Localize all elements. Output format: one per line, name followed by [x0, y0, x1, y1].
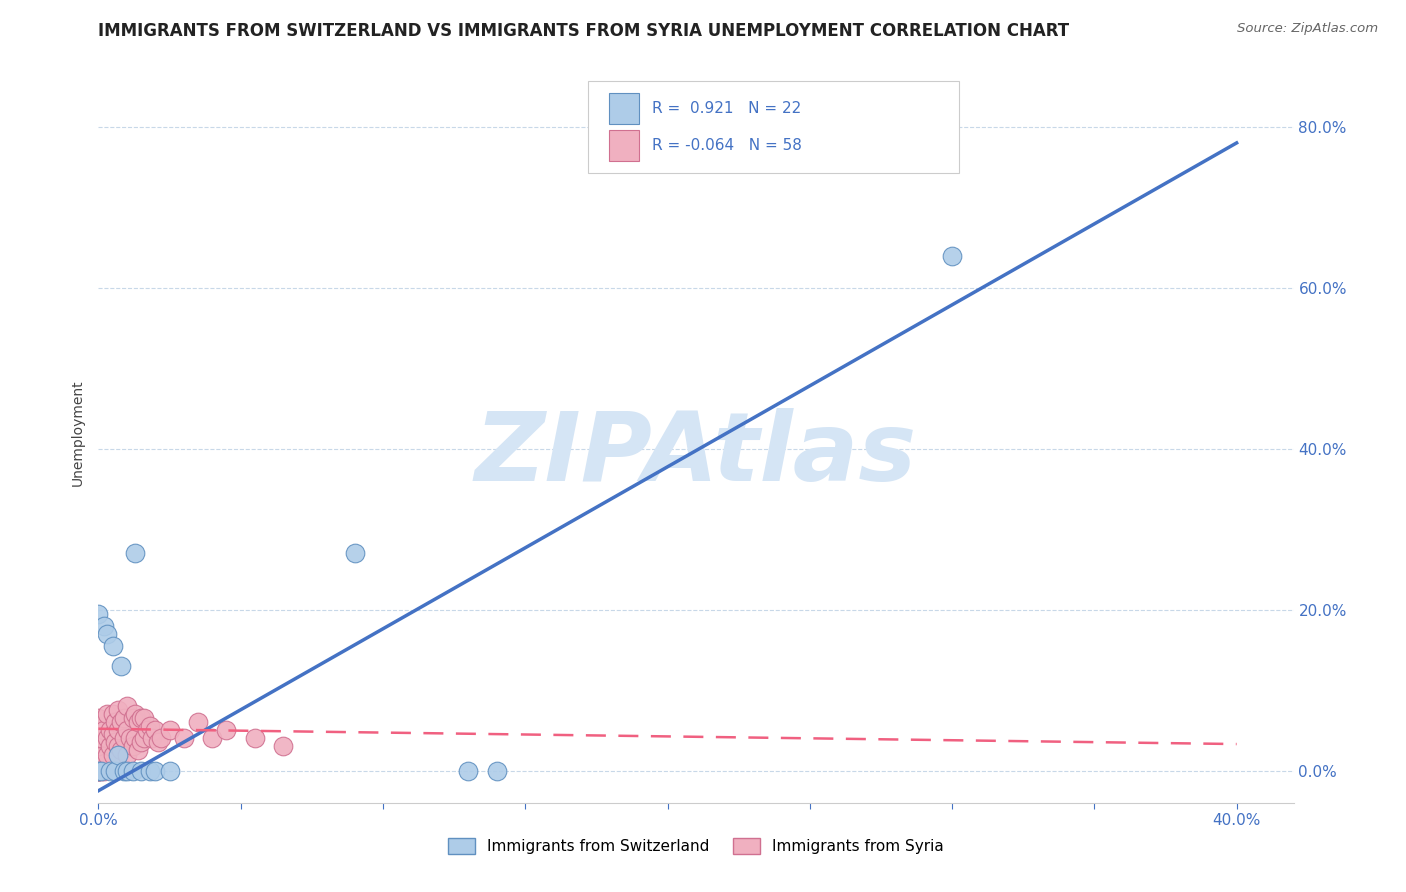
Point [107, 703, 129, 717]
Point [941, 249, 963, 263]
Point [118, 731, 141, 746]
Point [98, 764, 121, 778]
Point [112, 764, 135, 778]
Point [159, 723, 181, 738]
Text: Source: ZipAtlas.com: Source: ZipAtlas.com [1237, 22, 1378, 36]
Point [148, 735, 170, 749]
Point [87, 764, 110, 778]
Point [101, 707, 124, 722]
Point [143, 723, 166, 738]
Point [110, 743, 132, 757]
Point [90, 764, 112, 778]
Point [101, 747, 124, 762]
Point [104, 735, 127, 749]
Point [129, 711, 152, 725]
Point [124, 707, 146, 722]
Text: R = -0.064   N = 58: R = -0.064 N = 58 [652, 138, 801, 153]
Point [93, 619, 115, 633]
Point [101, 727, 124, 741]
Point [87, 747, 110, 762]
Point [115, 764, 138, 778]
Point [121, 764, 143, 778]
Point [124, 546, 146, 560]
FancyBboxPatch shape [589, 81, 959, 173]
Point [138, 719, 160, 733]
Point [150, 731, 173, 746]
Point [201, 731, 224, 746]
Point [124, 731, 146, 746]
Point [132, 731, 155, 746]
Point [143, 764, 166, 778]
Legend: Immigrants from Switzerland, Immigrants from Syria: Immigrants from Switzerland, Immigrants … [440, 830, 952, 862]
Point [107, 739, 129, 754]
Point [273, 739, 295, 754]
Point [457, 764, 479, 778]
Point [107, 747, 129, 762]
Point [485, 764, 508, 778]
Point [98, 723, 121, 738]
Point [243, 731, 266, 746]
Point [96, 627, 118, 641]
Point [129, 764, 152, 778]
Text: ZIPAtlas: ZIPAtlas [475, 409, 917, 501]
Point [93, 764, 115, 778]
Point [87, 723, 110, 738]
Point [90, 764, 112, 778]
Point [87, 719, 110, 733]
FancyBboxPatch shape [609, 130, 638, 161]
Point [107, 723, 129, 738]
Y-axis label: Unemployment: Unemployment [72, 379, 86, 486]
Point [132, 711, 155, 725]
Point [115, 723, 138, 738]
Point [187, 715, 209, 730]
Point [112, 731, 135, 746]
Point [127, 743, 149, 757]
FancyBboxPatch shape [609, 93, 638, 124]
Point [129, 735, 152, 749]
Text: R =  0.921   N = 22: R = 0.921 N = 22 [652, 101, 801, 116]
Point [135, 723, 157, 738]
Point [87, 764, 110, 778]
Point [87, 764, 110, 778]
Point [96, 731, 118, 746]
Point [87, 764, 110, 778]
Point [110, 715, 132, 730]
Point [87, 739, 110, 754]
Point [96, 707, 118, 722]
Point [104, 715, 127, 730]
Point [98, 739, 121, 754]
Point [173, 731, 195, 746]
Point [104, 764, 127, 778]
Point [87, 711, 110, 725]
Point [101, 639, 124, 653]
Point [96, 747, 118, 762]
Point [90, 731, 112, 746]
Point [87, 607, 110, 621]
Point [127, 715, 149, 730]
Point [215, 723, 238, 738]
Point [115, 699, 138, 714]
Point [159, 764, 181, 778]
Point [87, 731, 110, 746]
Point [110, 659, 132, 673]
Point [87, 764, 110, 778]
Point [112, 711, 135, 725]
Point [343, 546, 366, 560]
Point [115, 747, 138, 762]
Point [141, 731, 163, 746]
Point [93, 723, 115, 738]
Point [121, 711, 143, 725]
Point [121, 739, 143, 754]
Text: IMMIGRANTS FROM SWITZERLAND VS IMMIGRANTS FROM SYRIA UNEMPLOYMENT CORRELATION CH: IMMIGRANTS FROM SWITZERLAND VS IMMIGRANT… [98, 22, 1070, 40]
Point [138, 764, 160, 778]
